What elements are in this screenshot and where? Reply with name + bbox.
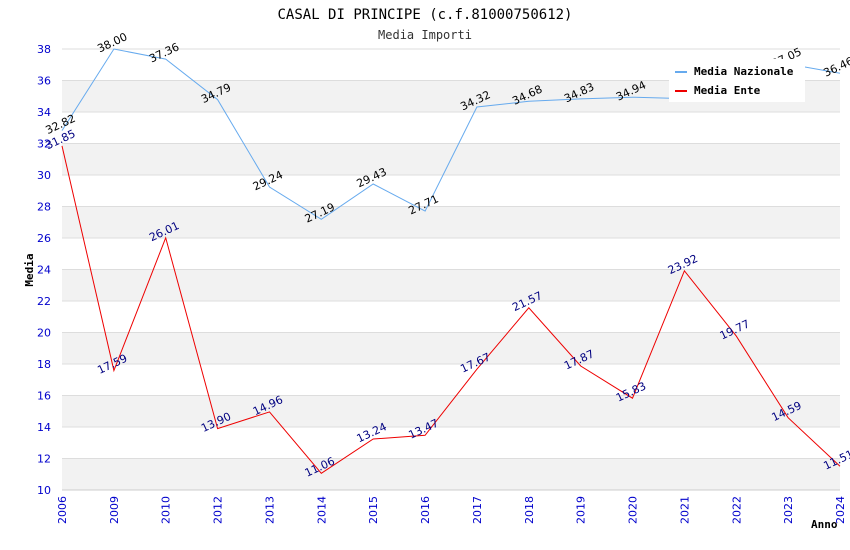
band-26 bbox=[62, 206, 840, 238]
x-tick-label: 2012 bbox=[212, 496, 225, 524]
y-tick-label: 30 bbox=[37, 169, 51, 182]
y-tick-label: 28 bbox=[37, 201, 51, 214]
y-tick-label: 32 bbox=[37, 138, 51, 151]
x-tick-label: 2014 bbox=[315, 496, 328, 524]
chart-title: CASAL DI PRINCIPE (c.f.81000750612) bbox=[277, 7, 572, 23]
grid-lines bbox=[62, 48, 840, 491]
y-axis-ticks: 10 12 14 16 18 20 22 24 26 28 30 32 34 36 38 bbox=[37, 43, 51, 497]
y-tick-label: 14 bbox=[37, 421, 51, 434]
y-tick-label: 20 bbox=[37, 327, 51, 340]
x-tick-label: 2021 bbox=[678, 496, 691, 524]
legend-label-nazionale: Media Nazionale bbox=[694, 65, 794, 78]
x-tick-label: 2019 bbox=[575, 496, 588, 524]
band-18 bbox=[62, 332, 840, 364]
legend-box bbox=[669, 59, 805, 102]
x-tick-label: 2020 bbox=[627, 496, 640, 524]
y-tick-label: 22 bbox=[37, 295, 51, 308]
x-tick-label: 2010 bbox=[160, 496, 173, 524]
x-tick-label: 2024 bbox=[834, 496, 847, 524]
band-20 bbox=[62, 301, 840, 333]
y-tick-label: 24 bbox=[37, 264, 51, 277]
x-tick-label: 2015 bbox=[367, 496, 380, 524]
legend: Media Nazionale Media Ente bbox=[669, 59, 805, 102]
band-28 bbox=[62, 175, 840, 207]
band-12 bbox=[62, 427, 840, 459]
band-32 bbox=[62, 112, 840, 144]
x-tick-label: 2006 bbox=[56, 496, 69, 524]
y-tick-label: 26 bbox=[37, 232, 51, 245]
y-tick-label: 16 bbox=[37, 390, 51, 403]
y-tick-label: 38 bbox=[37, 43, 51, 56]
band-22 bbox=[62, 269, 840, 301]
band-24 bbox=[62, 238, 840, 270]
x-tick-label: 2009 bbox=[108, 496, 121, 524]
chart-subtitle: Media Importi bbox=[378, 28, 472, 42]
x-tick-label: 2016 bbox=[419, 496, 432, 524]
x-tick-label: 2013 bbox=[263, 496, 276, 524]
band-16 bbox=[62, 364, 840, 396]
plot-bands bbox=[62, 49, 840, 490]
band-10 bbox=[62, 458, 840, 490]
y-tick-label: 34 bbox=[37, 106, 51, 119]
y-tick-label: 36 bbox=[37, 75, 51, 88]
x-axis-ticks: 2006 2009 2010 2012 2013 2014 2015 2016 2017 2018… bbox=[56, 496, 847, 524]
x-tick-label: 2018 bbox=[523, 496, 536, 524]
x-tick-label: 2017 bbox=[471, 496, 484, 524]
y-tick-label: 10 bbox=[37, 484, 51, 497]
y-tick-label: 18 bbox=[37, 358, 51, 371]
y-tick-label: 12 bbox=[37, 453, 51, 466]
x-axis-label: Anno bbox=[811, 518, 838, 531]
x-tick-label: 2022 bbox=[730, 496, 743, 524]
x-tick-label: 2023 bbox=[782, 496, 795, 524]
band-14 bbox=[62, 395, 840, 427]
legend-label-ente: Media Ente bbox=[694, 84, 761, 97]
y-axis-label: Media bbox=[23, 253, 36, 286]
series-line-1 bbox=[61, 145, 841, 474]
